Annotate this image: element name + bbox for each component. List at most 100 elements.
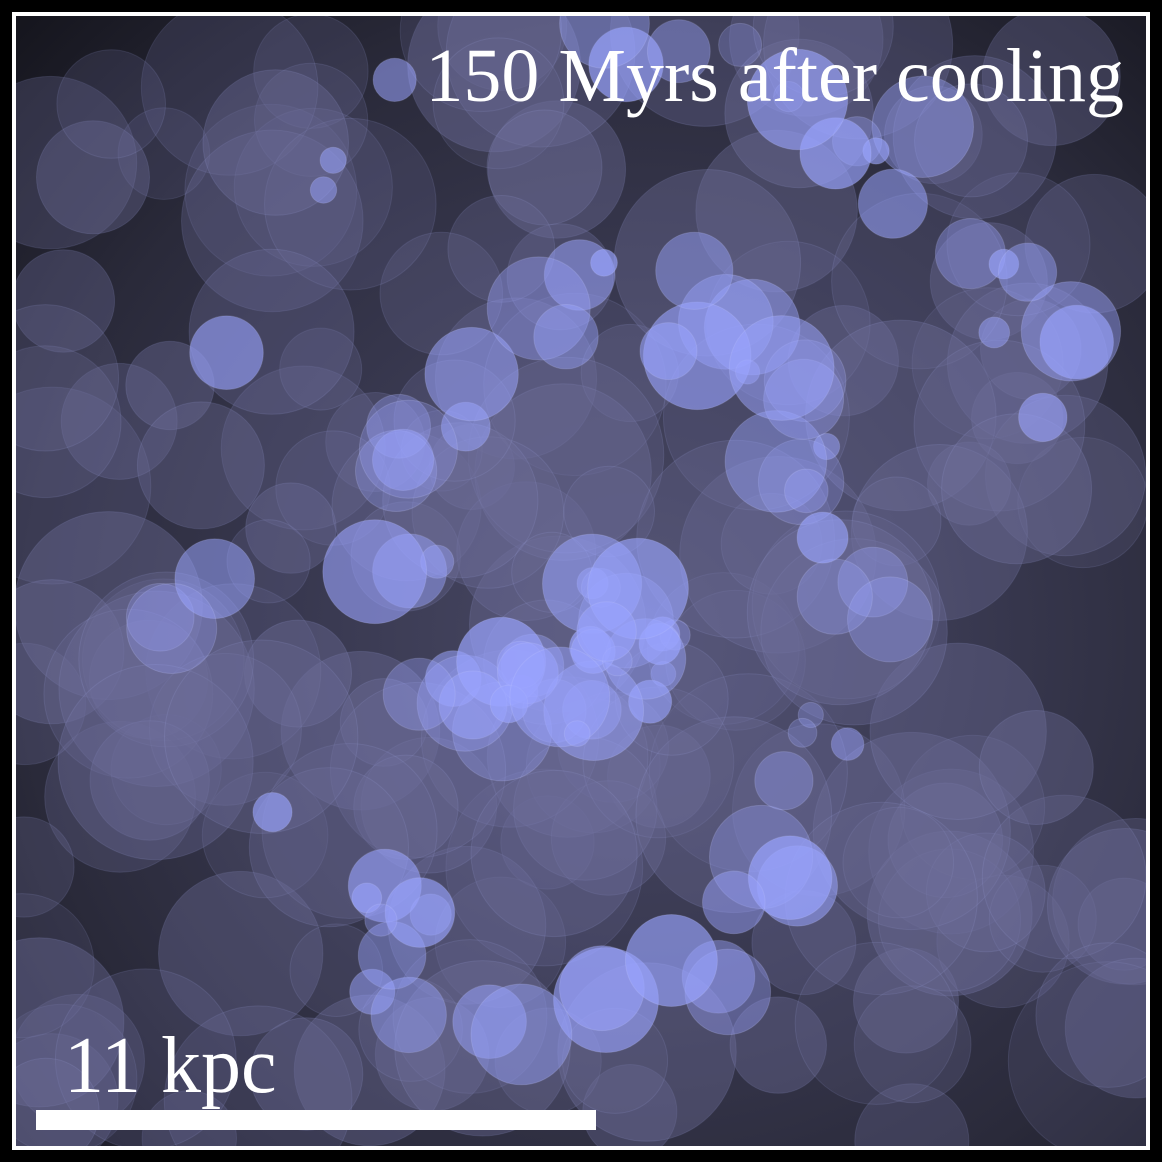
- bubble: [1035, 942, 1146, 1088]
- bubble: [981, 794, 1146, 960]
- bubble: [509, 646, 611, 748]
- bubble: [148, 652, 302, 806]
- bubble: [244, 619, 352, 728]
- bubble: [58, 590, 255, 787]
- bubble: [245, 482, 337, 574]
- bubble: [452, 984, 527, 1060]
- bubble: [16, 937, 125, 1108]
- bubble: [263, 117, 437, 291]
- bubble: [850, 444, 1028, 621]
- bubble: [437, 16, 568, 92]
- bubble: [812, 731, 1011, 931]
- bubble: [913, 339, 1086, 512]
- bubble: [60, 362, 178, 480]
- bubble: [233, 107, 393, 267]
- bubble: [349, 968, 396, 1015]
- bubble: [36, 120, 150, 235]
- bubble: [88, 619, 209, 740]
- bubble: [914, 83, 1028, 198]
- bubble: [500, 795, 595, 890]
- bubble: [1018, 392, 1068, 443]
- bubble: [1046, 828, 1146, 985]
- bubble: [884, 85, 983, 185]
- bubble: [787, 717, 818, 748]
- bubble: [16, 386, 152, 585]
- bubble: [550, 780, 667, 896]
- bubble: [936, 874, 1070, 1009]
- bubble: [81, 578, 245, 742]
- bubble: [830, 727, 865, 761]
- bubble: [871, 75, 974, 179]
- bubble: [424, 326, 519, 422]
- scale-bar-label: 11 kpc: [64, 1022, 277, 1110]
- bubble: [978, 710, 1094, 825]
- bubble: [110, 714, 222, 826]
- bubble: [16, 816, 75, 918]
- bubble: [384, 877, 456, 948]
- bubble: [624, 914, 718, 1007]
- bubble: [576, 601, 637, 662]
- bubble: [358, 399, 458, 499]
- bubble: [447, 195, 556, 303]
- bubble: [1052, 818, 1146, 986]
- bubble: [16, 75, 138, 250]
- bubble: [729, 996, 827, 1094]
- bubble: [590, 248, 618, 277]
- bubble: [842, 806, 955, 919]
- bubble: [140, 16, 319, 176]
- bubble: [877, 848, 1022, 992]
- bubble: [180, 129, 364, 313]
- bubble: [847, 576, 933, 663]
- bubble: [866, 830, 1033, 997]
- scale-bar: [36, 1110, 596, 1130]
- bubble: [174, 538, 255, 620]
- bubble: [607, 724, 711, 829]
- bubble: [1064, 957, 1146, 1099]
- bubble: [813, 432, 841, 461]
- bubble: [360, 737, 498, 874]
- bubble: [796, 558, 873, 635]
- bubble: [184, 103, 358, 277]
- bubble: [309, 176, 338, 204]
- bubble: [382, 657, 456, 731]
- bubble: [588, 26, 664, 103]
- bubble: [760, 538, 948, 726]
- bubble: [16, 579, 125, 725]
- bubble: [988, 248, 1020, 280]
- bubble: [486, 109, 603, 226]
- bubble: [851, 476, 942, 567]
- bubble: [254, 62, 369, 177]
- bubble: [16, 304, 120, 452]
- simulation-view: 150 Myrs after cooling 11 kpc: [12, 12, 1150, 1150]
- bubble: [372, 57, 417, 103]
- bubble: [857, 168, 929, 239]
- bubble: [941, 413, 1093, 565]
- bubble: [927, 441, 1012, 526]
- bubble: [853, 947, 959, 1054]
- bubble: [868, 768, 1034, 935]
- bubble: [253, 16, 369, 129]
- bubble: [322, 519, 428, 625]
- bubble: [339, 678, 429, 767]
- time-label: 150 Myrs after cooling: [425, 34, 1124, 118]
- bubble: [946, 172, 1091, 317]
- bubble: [900, 734, 1046, 880]
- bubble: [351, 882, 383, 914]
- bubble: [220, 365, 386, 531]
- bubble: [16, 642, 87, 766]
- bubble: [445, 768, 644, 967]
- bubble: [892, 55, 1057, 220]
- bubble: [648, 673, 848, 873]
- bubble: [533, 304, 599, 370]
- bubble: [981, 16, 1121, 147]
- bubble: [1017, 436, 1146, 569]
- bubble: [487, 100, 627, 239]
- bubble: [470, 983, 573, 1086]
- bubble: [44, 720, 196, 873]
- bubble: [797, 701, 824, 729]
- bubble: [784, 468, 829, 514]
- bubble: [56, 49, 166, 159]
- bubble: [372, 428, 435, 491]
- bubble: [1020, 281, 1122, 382]
